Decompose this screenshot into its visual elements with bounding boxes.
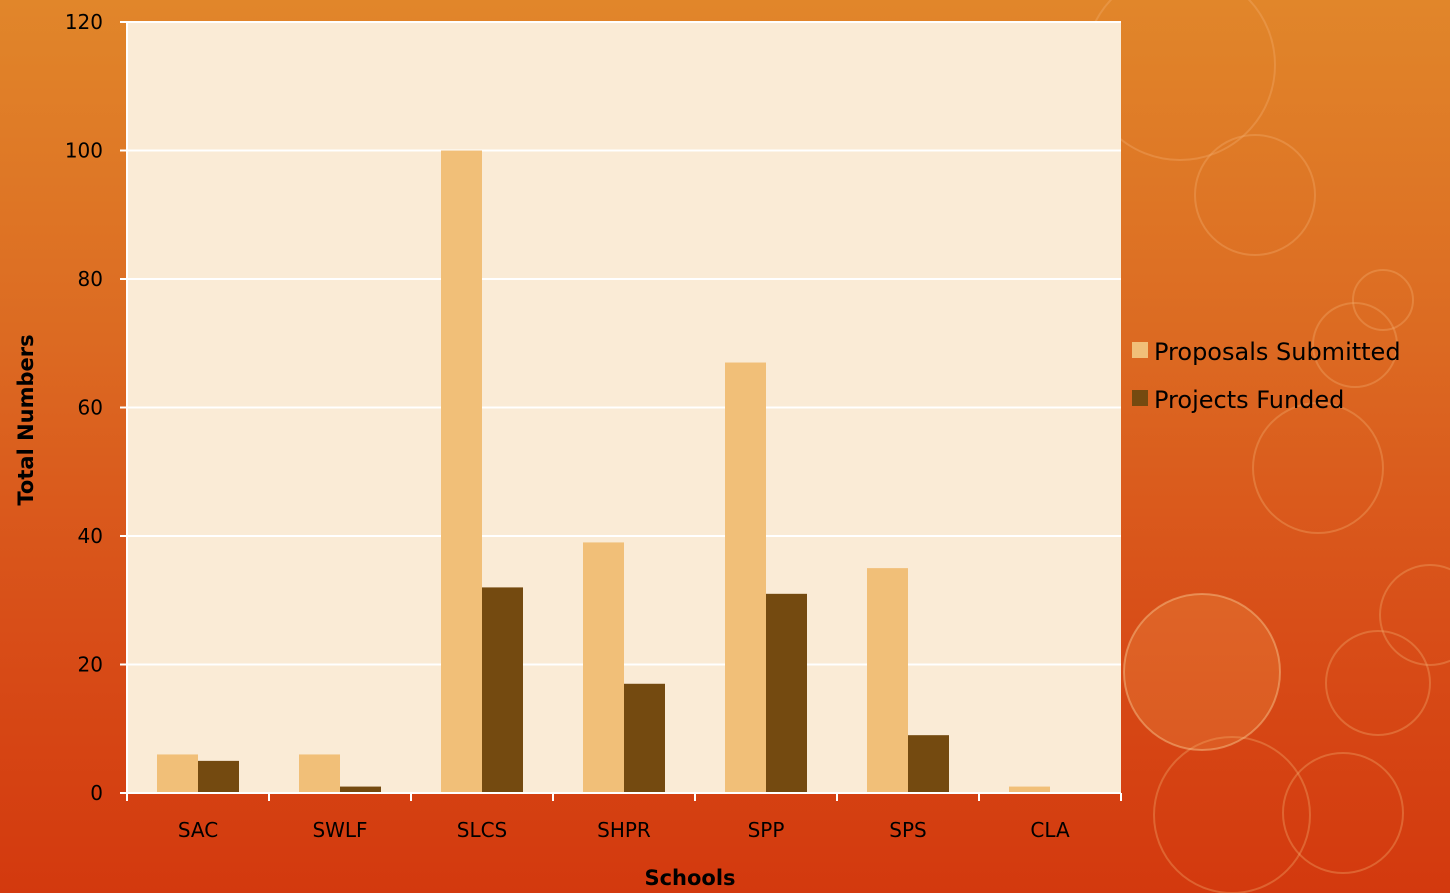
bar-projects-funded-sac	[198, 760, 239, 793]
bar-projects-funded-slcs	[482, 587, 523, 793]
bar-proposals-submitted-swlf	[299, 754, 340, 793]
y-tick-label: 20	[78, 653, 103, 677]
y-axis-title: Total Numbers	[14, 334, 38, 505]
x-tick-label: SLCS	[457, 818, 508, 842]
legend-label: Proposals Submitted	[1154, 338, 1401, 366]
x-tick-label: SAC	[178, 818, 218, 842]
bar-projects-funded-shpr	[624, 683, 665, 793]
bar-projects-funded-spp	[766, 593, 807, 793]
bar-projects-funded-swlf	[340, 786, 381, 793]
decorative-circle	[1325, 630, 1431, 736]
x-tick-label: CLA	[1030, 818, 1070, 842]
legend-label: Projects Funded	[1154, 386, 1344, 414]
bar-proposals-submitted-spp	[725, 362, 766, 793]
x-tick-label: SWLF	[312, 818, 367, 842]
bar-proposals-submitted-shpr	[583, 542, 624, 793]
x-axis-title: Schools	[644, 866, 735, 890]
x-tick-label: SPS	[889, 818, 926, 842]
bar-proposals-submitted-slcs	[441, 150, 482, 793]
decorative-circle	[1282, 752, 1404, 874]
x-tick-label: SPP	[748, 818, 785, 842]
y-tick-label: 120	[65, 10, 103, 34]
x-tick-label: SHPR	[597, 818, 651, 842]
legend-swatch	[1132, 342, 1148, 358]
decorative-circle	[1194, 134, 1316, 256]
decorative-circle	[1379, 564, 1450, 666]
y-tick-label: 60	[78, 396, 103, 420]
decorative-circle	[1312, 302, 1398, 388]
bar-projects-funded-sps	[908, 735, 949, 793]
bar-proposals-submitted-sac	[157, 754, 198, 793]
y-tick-label: 80	[78, 267, 103, 291]
axes	[120, 21, 1122, 801]
legend: Proposals Submitted Projects Funded	[1132, 338, 1401, 414]
bars	[157, 150, 1050, 793]
y-tick-label: 0	[90, 781, 103, 805]
y-tick-label: 40	[78, 524, 103, 548]
legend-swatch	[1132, 390, 1148, 406]
tick-labels: 0 20 40 60 80 100 120 SAC SWLF SLCS SHPR SPP SPS CLA	[65, 10, 1070, 842]
bar-proposals-submitted-cla	[1009, 786, 1050, 793]
decorative-circle	[1123, 593, 1281, 751]
bar-proposals-submitted-sps	[867, 568, 908, 793]
y-tick-label: 100	[65, 139, 103, 163]
decorative-circle	[1252, 402, 1384, 534]
decorative-circle	[1153, 736, 1311, 893]
decorative-circle	[1352, 269, 1414, 331]
